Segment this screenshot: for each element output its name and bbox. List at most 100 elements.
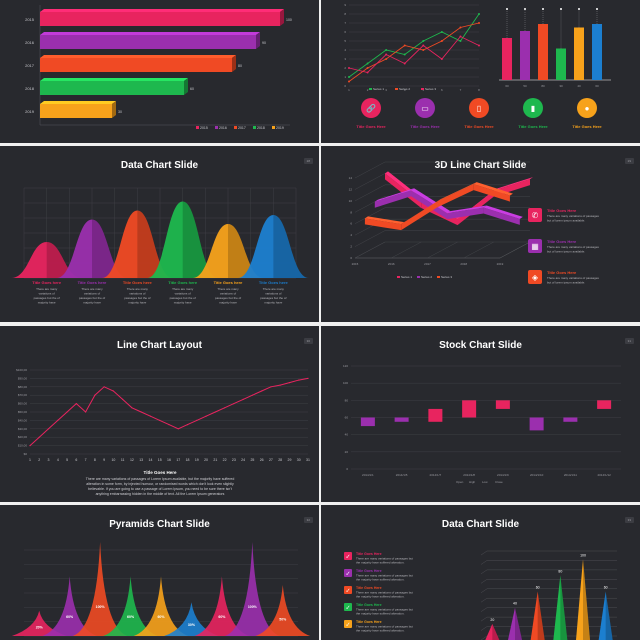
ribbon-top xyxy=(447,205,487,214)
x-tick-label: 17 xyxy=(176,458,180,462)
bell-curve xyxy=(101,210,173,278)
pyramid xyxy=(194,576,250,636)
series-point xyxy=(214,411,216,413)
y-tick-label: $30,00 xyxy=(18,427,28,431)
series-point xyxy=(224,407,226,409)
y-tick-label: 9 xyxy=(344,3,346,7)
y-tick-label: $50,00 xyxy=(18,410,28,414)
x-tick-label: 4 xyxy=(404,88,406,92)
series-point xyxy=(459,26,462,29)
item-title: Title Goes Here xyxy=(356,586,382,590)
pyramid-label: 60% xyxy=(127,615,135,619)
y-tick-label: $0 xyxy=(24,452,28,456)
3d-line-chart: 0 2 4 6 8 10 12 14 2015 2016 2017 2018 2019 Series 1 S… xyxy=(349,161,599,285)
x-tick-label: 13 xyxy=(139,458,143,462)
x-tick-label: 5 xyxy=(66,458,68,462)
slide-title: Line Chart Layout xyxy=(116,340,202,351)
bell-curve xyxy=(192,224,264,278)
x-tick-label: 4 xyxy=(57,458,59,462)
y-tick-label: 2 xyxy=(350,245,352,249)
series-point xyxy=(288,382,291,384)
bar-side xyxy=(256,32,260,49)
series-point xyxy=(186,424,189,426)
ribbon-segment xyxy=(385,173,422,208)
legend-swatch xyxy=(196,126,199,129)
bar-value-label: 80 xyxy=(238,64,242,68)
slide-stock-chart[interactable]: Stock Chart Slide 31 0 20 40 60 80 100 120 2014… xyxy=(321,326,640,502)
cone-shade xyxy=(515,607,522,640)
series-point xyxy=(385,49,388,51)
slide-pyramids[interactable]: Pyramids Chart Slide 32 20% 60% 100% 60% 60%… xyxy=(0,505,319,640)
series-line xyxy=(348,22,480,82)
check-icon xyxy=(344,620,352,628)
cone-shade xyxy=(560,575,568,640)
bell-curve-shade xyxy=(182,201,219,278)
x-tick-label: 9 xyxy=(103,458,105,462)
bar-category-label: 60 xyxy=(595,84,599,88)
x-tick-label: 1 xyxy=(348,88,350,92)
y-tick-label: $40,00 xyxy=(18,418,28,422)
x-tick-label: 2014/1/7 xyxy=(430,473,442,477)
caption-body: passages but the of xyxy=(215,296,241,300)
cone xyxy=(508,607,522,640)
slide-bar-3d[interactable]: 100 2015 90 2016 80 2017 60 2018 30 2019 2015 2016 2… xyxy=(0,0,319,143)
candle xyxy=(495,400,510,409)
category-label: 2019 xyxy=(25,109,35,114)
legend-swatch xyxy=(395,88,398,90)
caption-title: Title Goes here xyxy=(259,280,289,285)
item-title: Title Goes Here xyxy=(356,569,382,573)
check-icon-glyph: ✓ xyxy=(345,555,350,561)
slide-line-layout[interactable]: Line Chart Layout 30 $0 $10,00 $20,00 $30,0… xyxy=(0,326,319,502)
series-point xyxy=(298,379,300,381)
cone-shade xyxy=(583,559,590,640)
x-tick-label: 10 xyxy=(111,458,115,462)
x-tick-label: 30 xyxy=(297,458,301,462)
item-body: but of lorem ipsum available. xyxy=(547,219,585,223)
y-tick-label: 7 xyxy=(344,21,346,25)
caption-body: majority have xyxy=(38,301,56,305)
bar-value-label: 100 xyxy=(286,18,292,22)
x-tick-label: 28 xyxy=(278,458,282,462)
bell-curve-shade xyxy=(137,210,173,278)
caption-body: passages but the of xyxy=(260,296,286,300)
item-body: There are many variations of passages bu… xyxy=(356,625,413,629)
caption-body: There are many xyxy=(217,287,239,291)
series-point xyxy=(261,390,263,392)
x-tick-label: 2014/1/1 xyxy=(362,473,374,477)
slide-data-chart-2[interactable]: Data Chart Slide 33 ✓ Title Goes Here Ther… xyxy=(321,505,640,640)
caption-body: majority have xyxy=(83,301,101,305)
bell-curve xyxy=(237,215,309,278)
slide-data-chart[interactable]: Data Chart Slide 28 Title Goes here There… xyxy=(0,146,319,322)
link-icon-glyph: 🔗 xyxy=(366,103,376,113)
series-point xyxy=(385,58,388,60)
ribbon-segment xyxy=(364,218,402,231)
x-tick-label: 6 xyxy=(75,458,77,462)
bar xyxy=(592,24,602,80)
pyramid xyxy=(224,542,280,636)
y-tick-label: 80 xyxy=(345,398,349,402)
bar-category-label: 30 xyxy=(559,84,563,88)
series-point xyxy=(103,386,105,388)
x-tick-label: 25 xyxy=(250,458,254,462)
item-title: Title Goes Here xyxy=(547,208,577,213)
cone-shade xyxy=(537,591,545,640)
y-tick-label: 20 xyxy=(345,450,349,454)
phone-icon xyxy=(528,208,542,222)
caption-body: majority have xyxy=(174,301,192,305)
cone-value-label: 20 xyxy=(490,618,494,622)
series-point xyxy=(403,53,406,56)
ribbon-segment xyxy=(473,184,510,202)
y-tick-label: 6 xyxy=(344,30,346,34)
bar-leader-dot xyxy=(596,8,598,10)
bar-category-label: 80 xyxy=(541,84,545,88)
slide-3d-line[interactable]: 3D Line Chart Slide 29 0 2 4 6 8 10 12 14 2015 20… xyxy=(321,146,640,322)
x-tick-label: 19 xyxy=(195,458,199,462)
series-point xyxy=(168,424,170,426)
page-badge: 28 xyxy=(303,158,313,164)
cone-shade xyxy=(492,623,500,640)
category-label: 2016 xyxy=(25,40,35,45)
candle xyxy=(597,400,612,409)
cone-chart: ✓ Title Goes Here There are many variation… xyxy=(344,550,617,640)
caption-title: Title Goes here xyxy=(78,280,108,285)
